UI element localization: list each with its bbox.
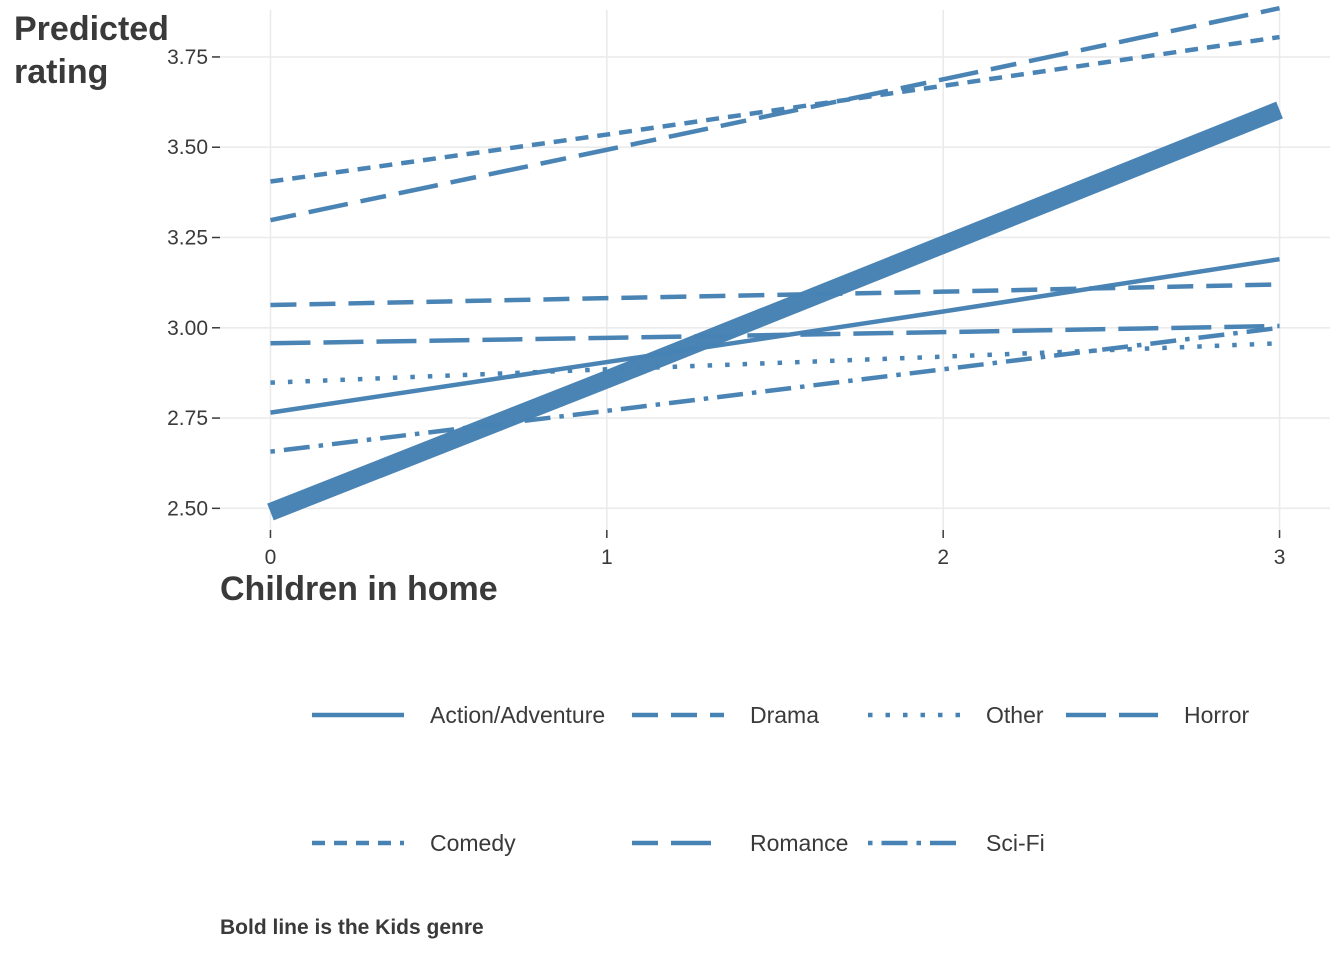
- legend-label: Other: [986, 702, 1044, 728]
- tick-labels: 2.50 2.75 3.00 3.25 3.50 3.75 0 1 2 3: [167, 46, 1285, 569]
- series-line-other: [270, 341, 1280, 385]
- y-tick-label: 2.50: [167, 497, 208, 520]
- series-line-comedy: [270, 34, 1280, 184]
- y-tick-label: 3.50: [167, 136, 208, 159]
- legend-label: Romance: [750, 830, 848, 856]
- x-tick-label: 0: [265, 546, 277, 569]
- x-tick-label: 2: [937, 546, 949, 569]
- y-tick-label: 3.75: [167, 46, 208, 69]
- series-line-romance: [269, 5, 1281, 223]
- x-axis-title: Children in home: [220, 570, 498, 608]
- x-tick-label: 3: [1274, 546, 1286, 569]
- legend-label: Comedy: [430, 830, 516, 856]
- series-lines: [267, 5, 1283, 521]
- y-axis-title-line-1: Predicted: [14, 10, 169, 48]
- legend-label: Horror: [1184, 702, 1250, 728]
- legend-label: Sci-Fi: [986, 830, 1045, 856]
- y-tick-label: 2.75: [167, 407, 208, 430]
- x-tick-label: 1: [601, 546, 613, 569]
- legend: Action/Adventure Drama Other Horror Comedy Ro…: [312, 702, 1250, 856]
- legend-label: Action/Adventure: [430, 702, 605, 728]
- series-line-bold: [267, 101, 1283, 521]
- grid: [220, 10, 1330, 530]
- series-line-horror: [270, 323, 1280, 346]
- series-line-drama: [270, 282, 1280, 308]
- y-tick-label: 3.25: [167, 227, 208, 250]
- y-tick-label: 3.00: [167, 317, 208, 340]
- legend-label: Drama: [750, 702, 819, 728]
- chart-caption: Bold line is the Kids genre: [220, 916, 484, 939]
- y-axis-title-line-2: rating: [14, 53, 108, 91]
- series-line-sci-fi: [270, 325, 1280, 454]
